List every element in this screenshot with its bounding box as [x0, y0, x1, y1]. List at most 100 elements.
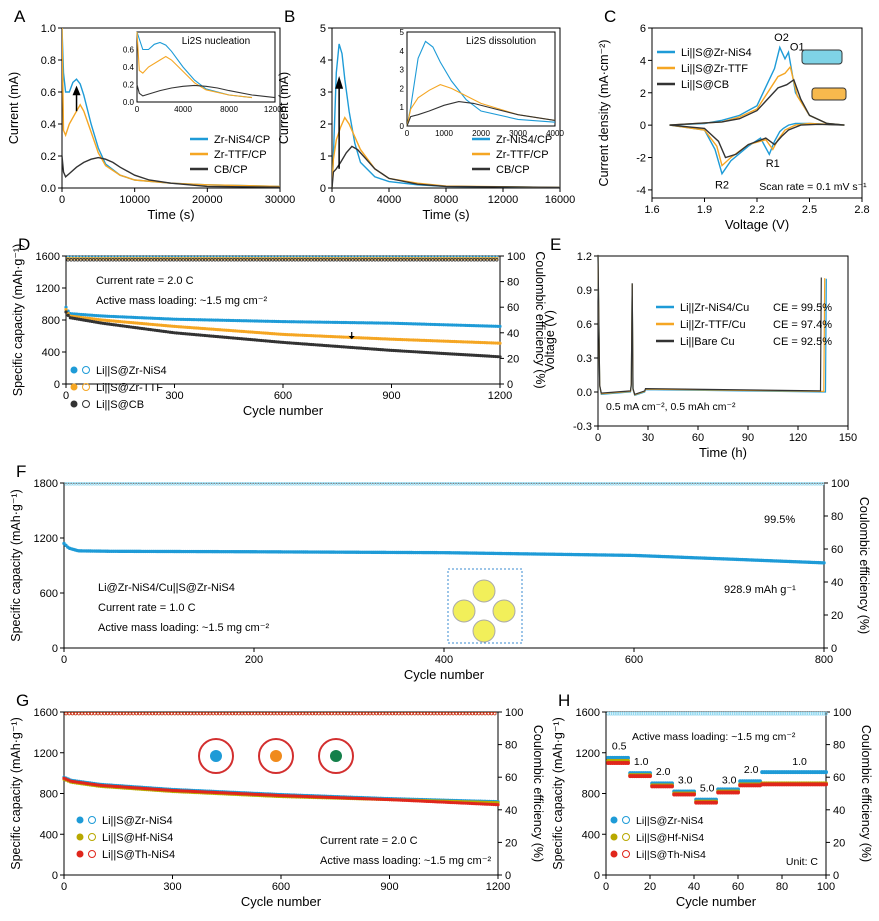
ce-point [91, 258, 96, 262]
ce-point [422, 711, 427, 716]
ce-point [397, 711, 401, 716]
ce-point [117, 256, 121, 261]
ce-point [376, 258, 381, 262]
ce-point [665, 711, 670, 716]
ce-point [267, 258, 272, 262]
ce-point [408, 258, 413, 262]
inset-y-tick: 0.6 [123, 46, 135, 55]
ce-point [475, 256, 480, 261]
ce-point [83, 711, 87, 716]
ce-point [219, 258, 224, 262]
capacity-point [824, 770, 828, 775]
ce-point [301, 711, 305, 716]
ce-point [733, 711, 738, 716]
ce-point [495, 258, 499, 262]
condition-label: 0.5 mA cm⁻², 0.5 mAh cm⁻² [606, 401, 736, 413]
y-axis-label: Current density (mA·cm⁻²) [597, 40, 611, 187]
ce-point [235, 256, 240, 261]
ce-point [466, 258, 470, 262]
ce-point [641, 711, 646, 716]
rate-label: 3.0 [678, 774, 693, 786]
y2-tick-label: 60 [505, 772, 517, 784]
legend-dot [70, 366, 78, 374]
unit-label: Unit: C [786, 856, 819, 868]
ce-point [226, 258, 230, 262]
ce-point [181, 256, 185, 261]
ce-point [475, 258, 480, 262]
rate-label: 1.0 [634, 756, 649, 768]
ce-point [386, 258, 390, 262]
legend-ring [622, 850, 630, 858]
ce-point [211, 711, 215, 716]
ce-point [75, 258, 80, 262]
ce-point [281, 711, 286, 716]
ce-point [70, 711, 75, 716]
ce-point [98, 258, 102, 262]
y-axis-label: Current (mA) [277, 72, 291, 144]
ce-point [440, 256, 445, 261]
ce-point [402, 258, 406, 262]
legend-entry: Li||S@Hf-NiS4 [636, 832, 704, 844]
legend-entry: Zr-TTF/CP [214, 149, 267, 161]
ce-point [184, 258, 189, 262]
ce-point [749, 711, 754, 716]
ce-point [143, 258, 147, 262]
ce-point [189, 711, 193, 716]
y-tick-label: 1200 [576, 748, 600, 760]
y2-tick-label: 20 [505, 837, 517, 849]
ce-point [185, 711, 190, 716]
ce-point [338, 256, 342, 261]
y-tick-label: 800 [42, 315, 60, 327]
ce-point [197, 258, 201, 262]
ce-point [333, 711, 337, 716]
arrow-head [335, 76, 344, 89]
ce-point [355, 711, 359, 716]
ce-point [479, 256, 483, 261]
y-tick-label: -2 [636, 153, 646, 165]
y-tick-label: 1.0 [41, 23, 56, 35]
ce-point [405, 256, 409, 261]
ce-point [709, 711, 714, 716]
ce-point [678, 711, 683, 716]
ce-point [288, 711, 292, 716]
ce-point [626, 711, 630, 716]
ce-point [714, 711, 718, 716]
legend-entry: Li||S@CB [96, 399, 144, 411]
ce-point [393, 711, 398, 716]
y-axis-label: Voltage (V) [543, 310, 557, 372]
ce-point [820, 482, 825, 486]
annotation: Active mass loading: ~1.5 mg cm⁻² [632, 731, 796, 743]
ce-point [128, 711, 132, 716]
ce-point [630, 711, 635, 716]
ce-point [473, 711, 478, 716]
ce-point [344, 258, 349, 262]
rate-label: 3.0 [722, 774, 737, 786]
legend-dot [610, 850, 618, 858]
inset-y-tick: 0.4 [123, 63, 135, 72]
x-axis-label: Cycle number [241, 894, 322, 909]
ce-point [96, 711, 100, 716]
ce-point [395, 258, 400, 262]
cluster-core [210, 750, 222, 762]
y2-tick-label: 100 [507, 251, 525, 263]
ce-point [98, 256, 102, 261]
ce-point [325, 258, 329, 262]
ce-point [104, 256, 109, 261]
ce-point [166, 711, 171, 716]
y-tick-label: 0 [52, 870, 58, 882]
ce-point [821, 711, 826, 716]
ce-point [435, 711, 439, 716]
capacity-point [626, 755, 630, 760]
y-tick-label: 5 [320, 23, 326, 35]
ce-point [482, 256, 486, 261]
ce-point [731, 711, 736, 716]
series-line [332, 145, 560, 188]
ce-point [143, 256, 147, 261]
y2-tick-label: 100 [505, 707, 523, 719]
legend-dot [76, 833, 84, 841]
ce-point [139, 256, 144, 261]
ce-point [438, 711, 443, 716]
arrow-head [72, 85, 81, 96]
ce-point [297, 711, 302, 716]
inset-y-tick: 0.0 [123, 98, 135, 107]
